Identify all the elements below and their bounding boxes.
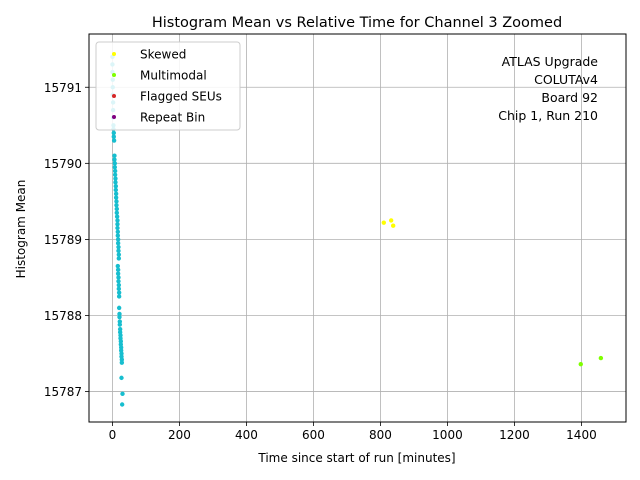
- annotation-line: Board 92: [541, 90, 598, 105]
- data-point: [118, 345, 124, 350]
- data-point: [115, 221, 120, 227]
- data-point: [117, 319, 123, 324]
- data-point: [115, 271, 121, 276]
- data-point: [115, 225, 120, 231]
- data-point: [119, 351, 124, 356]
- data-point: [116, 279, 121, 284]
- legend-marker: [112, 73, 116, 77]
- y-tick-label: 15791: [44, 81, 82, 95]
- data-point: [118, 339, 124, 344]
- data-point: [114, 202, 119, 208]
- data-point: [119, 360, 125, 365]
- data-point: [116, 305, 122, 311]
- data-point: [115, 218, 120, 223]
- data-point: [119, 375, 124, 381]
- y-tick-label: 15788: [44, 309, 82, 323]
- data-point: [117, 322, 123, 327]
- data-point: [116, 244, 121, 250]
- data-point: [111, 130, 116, 136]
- run-annotation: ATLAS Upgrade COLUTAv4 Board 92 Chip 1, Run…: [498, 54, 598, 123]
- x-axis-label: Time since start of run [minutes]: [257, 451, 455, 465]
- x-tick-label: 1000: [432, 428, 463, 442]
- data-point: [114, 210, 120, 215]
- x-tick-label: 400: [235, 428, 258, 442]
- annotation-line: COLUTAv4: [534, 72, 598, 87]
- data-point: [113, 191, 119, 196]
- data-point: [388, 218, 394, 223]
- data-point: [111, 138, 117, 143]
- x-tick-label: 0: [109, 428, 117, 442]
- data-point: [115, 267, 121, 273]
- plot-frame: [88, 33, 627, 423]
- y-axis-label: Histogram Mean: [14, 180, 28, 279]
- y-tick-label: 15787: [44, 385, 82, 399]
- legend-marker: [112, 115, 116, 119]
- data-point: [119, 357, 125, 362]
- legend-marker: [112, 52, 116, 56]
- grid-lines: [89, 34, 626, 422]
- annotation-line: ATLAS Upgrade: [502, 54, 599, 69]
- data-point: [115, 229, 121, 235]
- legend-box: [95, 41, 241, 131]
- data-point: [112, 168, 118, 174]
- y-axis-ticks: 15787 15788 15789 15790 15791: [44, 81, 89, 399]
- data-point: [115, 233, 121, 238]
- data-point: [113, 180, 118, 185]
- data-point: [116, 256, 122, 261]
- data-point: [114, 199, 119, 204]
- data-point: [111, 134, 116, 139]
- legend-label: Flagged SEUs: [140, 90, 222, 104]
- x-axis-ticks: 0 200 400 600 800 1000 1200 1400: [109, 422, 597, 442]
- data-point: [112, 164, 117, 170]
- data-point: [117, 314, 122, 320]
- annotation-line: Chip 1, Run 210: [498, 108, 598, 123]
- data-point: [118, 333, 123, 338]
- data-point: [113, 183, 118, 189]
- legend-label: Repeat Bin: [140, 111, 205, 125]
- data-point: [113, 187, 118, 193]
- x-tick-label: 600: [302, 428, 325, 442]
- data-point: [119, 402, 125, 407]
- data-point: [578, 361, 583, 367]
- data-point: [113, 176, 118, 181]
- legend-label: Skewed: [140, 48, 186, 62]
- data-point: [117, 326, 123, 332]
- y-tick-label: 15789: [44, 233, 82, 247]
- data-point: [112, 172, 118, 177]
- data-point: [116, 252, 122, 257]
- legend-marker: [112, 94, 116, 98]
- x-tick-label: 800: [369, 428, 392, 442]
- legend: Skewed Multimodal Flagged SEUs Repeat Bin: [95, 41, 241, 131]
- data-point: [116, 290, 122, 295]
- x-tick-label: 1400: [566, 428, 597, 442]
- data-point: [112, 161, 117, 166]
- data-point: [390, 223, 396, 228]
- data-point: [116, 275, 121, 280]
- data-point: [114, 214, 120, 219]
- data-point: [112, 153, 117, 158]
- data-point: [120, 391, 125, 397]
- data-point: [598, 355, 604, 361]
- legend-label: Multimodal: [140, 69, 207, 83]
- data-point: [116, 294, 122, 299]
- data-point: [117, 311, 122, 317]
- data-point: [116, 248, 121, 254]
- x-tick-label: 200: [168, 428, 191, 442]
- data-point: [114, 206, 120, 212]
- data-point: [116, 286, 122, 292]
- data-point: [113, 195, 119, 200]
- data-point: [112, 157, 117, 162]
- data-point: [115, 263, 121, 269]
- chart-title: Histogram Mean vs Relative Time for Chan…: [152, 15, 562, 31]
- data-point: [381, 220, 386, 225]
- data-point: [115, 237, 121, 242]
- y-tick-label: 15790: [44, 157, 82, 171]
- data-point: [116, 282, 122, 288]
- x-tick-label: 1200: [499, 428, 530, 442]
- data-point: [115, 241, 121, 246]
